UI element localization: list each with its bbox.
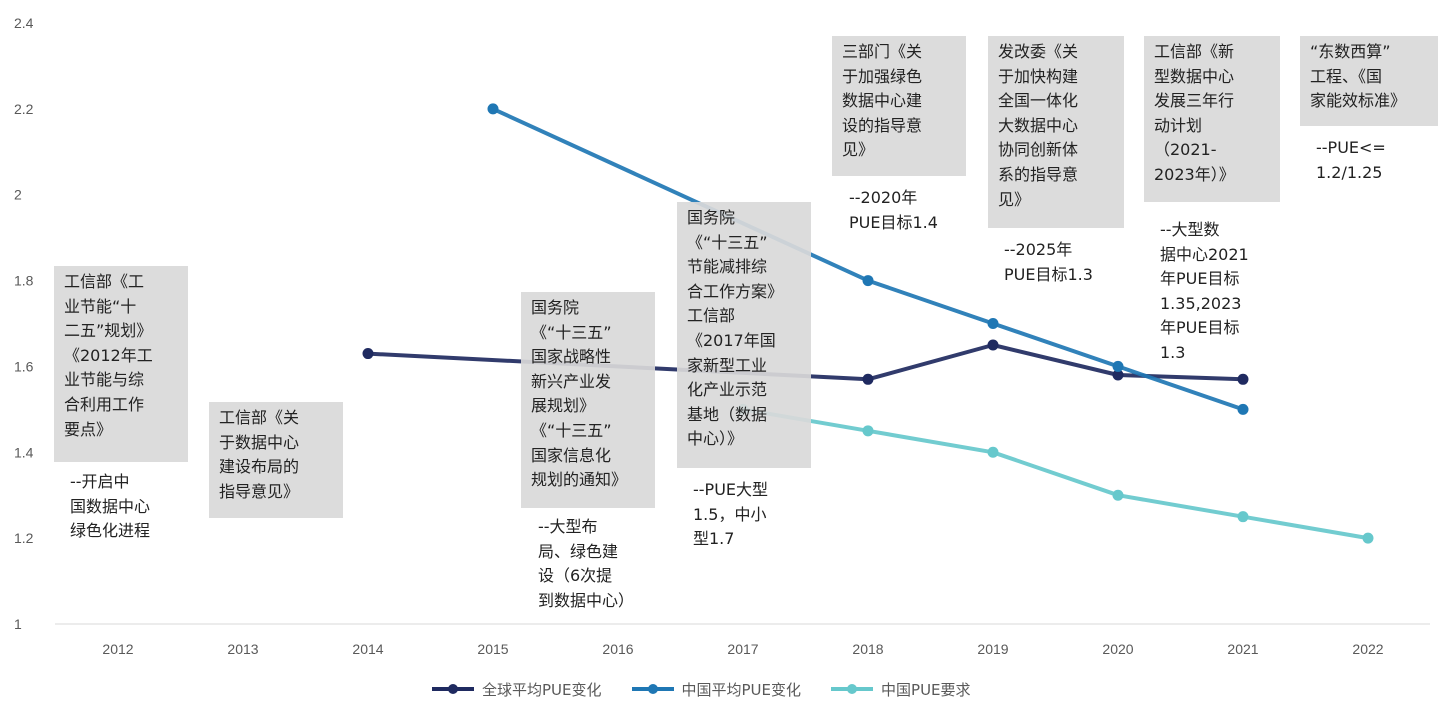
y-tick-label: 2.4 bbox=[14, 15, 34, 31]
series-point-1 bbox=[1237, 403, 1249, 415]
annotation-box-2019: 发改委《关 于加快构建 全国一体化 大数据中心 协同创新体 系的指导意 见》 bbox=[988, 36, 1124, 228]
legend-item-china: 中国平均PUE变化 bbox=[630, 679, 802, 700]
y-tick-label: 2.2 bbox=[14, 101, 34, 117]
legend-item-requirement: 中国PUE要求 bbox=[829, 679, 971, 700]
series-point-1 bbox=[987, 318, 999, 329]
y-tick-label: 1.8 bbox=[14, 273, 34, 289]
annotation-box-2012: 工信部《工 业节能“十 二五”规划》 《2012年工 业节能与综 合利用工作 要… bbox=[54, 266, 188, 462]
x-tick-label: 2022 bbox=[1352, 641, 1383, 657]
annotation-note-2016: --大型布 局、绿色建 设（6次提 到数据中心） bbox=[538, 517, 635, 610]
annotation-box-2013: 工信部《关 于数据中心 建设布局的 指导意见》 bbox=[209, 402, 343, 518]
series-point-1 bbox=[1112, 360, 1124, 372]
x-tick-label: 2015 bbox=[477, 641, 508, 657]
annotation-box-2017: 国务院 《“十三五” 节能减排综 合工作方案》 工信部 《2017年国 家新型工… bbox=[677, 202, 811, 468]
y-tick-label: 1.6 bbox=[14, 358, 34, 374]
series-line-2 bbox=[741, 407, 1370, 541]
series-point-2 bbox=[1237, 511, 1249, 523]
x-tick-label: 2014 bbox=[352, 641, 383, 657]
series-point-1 bbox=[487, 103, 499, 115]
annotation-note-2019: --2025年 PUE目标1.3 bbox=[1004, 240, 1093, 284]
legend-label-requirement: 中国PUE要求 bbox=[881, 680, 971, 699]
series-point-2 bbox=[1112, 489, 1124, 501]
x-tick-label: 2018 bbox=[852, 641, 883, 657]
legend-label-global: 全球平均PUE变化 bbox=[482, 680, 602, 699]
y-tick-label: 1.4 bbox=[14, 444, 34, 460]
y-tick-label: 1 bbox=[14, 616, 22, 632]
annotation-note-2017: --PUE大型 1.5，中小 型1.7 bbox=[693, 480, 769, 549]
x-tick-label: 2012 bbox=[102, 641, 133, 657]
series-point-0 bbox=[362, 348, 374, 360]
series-point-2 bbox=[1362, 532, 1374, 544]
annotation-box-2022: “东数西算” 工程、《国 家能效标准》 bbox=[1300, 36, 1438, 126]
y-tick-label: 1.2 bbox=[14, 530, 34, 546]
legend: 全球平均PUE变化 中国平均PUE变化 中国PUE要求 bbox=[430, 677, 971, 701]
x-tick-label: 2020 bbox=[1102, 641, 1133, 657]
annotation-note-2022: --PUE<= 1.2/1.25 bbox=[1316, 138, 1386, 182]
x-tick-label: 2016 bbox=[602, 641, 633, 657]
x-tick-label: 2013 bbox=[227, 641, 258, 657]
series-point-2 bbox=[862, 425, 874, 437]
series-point-1 bbox=[862, 275, 874, 287]
axes: 1 1.2 1.4 1.6 1.8 2 2.2 2.4 2012 2013 2014 2015 2016… bbox=[14, 15, 1430, 657]
annotation-box-2021: 工信部《新 型数据中心 发展三年行 动计划 （2021- 2023年）》 bbox=[1144, 36, 1280, 202]
series-point-0 bbox=[1237, 373, 1249, 385]
x-tick-label: 2021 bbox=[1227, 641, 1258, 657]
x-tick-label: 2017 bbox=[727, 641, 758, 657]
series-point-0 bbox=[987, 339, 999, 351]
y-tick-label: 2 bbox=[14, 187, 22, 203]
annotation-note-2018: --2020年 PUE目标1.4 bbox=[849, 188, 938, 232]
legend-item-global: 全球平均PUE变化 bbox=[430, 679, 602, 700]
annotation-box-2016: 国务院 《“十三五” 国家战略性 新兴产业发 展规划》 《“十三五” 国家信息化… bbox=[521, 292, 655, 508]
series-point-0 bbox=[1112, 369, 1124, 381]
legend-marker-china bbox=[631, 684, 674, 694]
legend-label-china: 中国平均PUE变化 bbox=[681, 680, 802, 699]
annotation-note-2012: --开启中 国数据中心 绿色化进程 bbox=[70, 472, 151, 541]
series-point-0 bbox=[862, 373, 874, 385]
x-tick-label: 2019 bbox=[977, 641, 1008, 657]
annotation-note-2021: --大型数 据中心2021 年PUE目标 1.35,2023 年PUE目标 1.… bbox=[1160, 220, 1249, 362]
series-point-2 bbox=[987, 446, 999, 458]
legend-marker-global bbox=[432, 684, 474, 694]
annotation-box-2018: 三部门《关 于加强绿色 数据中心建 设的指导意 见》 bbox=[832, 36, 966, 176]
legend-marker-requirement bbox=[831, 684, 874, 694]
